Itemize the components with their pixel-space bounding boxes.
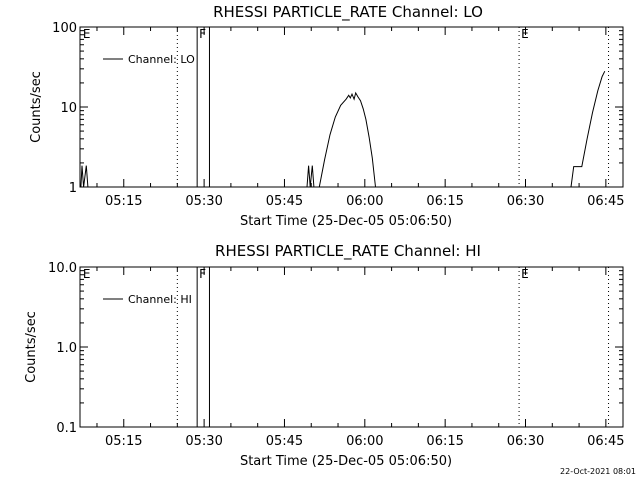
lo-x-tick-label: 05:30 bbox=[185, 194, 222, 209]
lo-series-line bbox=[306, 165, 315, 188]
lo-x-tick-label: 06:45 bbox=[587, 194, 624, 209]
lo-annotation-label: E bbox=[521, 27, 529, 41]
hi-x-tick-label: 06:00 bbox=[346, 434, 383, 449]
lo-annotation-label: E bbox=[83, 27, 91, 41]
hi-annotation-label: E bbox=[83, 267, 91, 281]
hi-annotation-label: E bbox=[521, 267, 529, 281]
hi-x-tick-label: 05:30 bbox=[185, 434, 222, 449]
hi-y-tick-label: 0.1 bbox=[56, 421, 77, 436]
hi-x-tick-label: 05:45 bbox=[266, 434, 303, 449]
hi-legend-entry: Channel: HI bbox=[128, 293, 192, 306]
lo-plot-frame bbox=[79, 26, 624, 188]
lo-y-tick-label: 100 bbox=[52, 21, 77, 36]
hi-y-tick-label: 10.0 bbox=[48, 261, 77, 276]
hi-x-tick-label: 06:30 bbox=[507, 434, 544, 449]
lo-x-axis-label: Start Time (25-Dec-05 05:06:50) bbox=[240, 214, 452, 229]
lo-y-axis-label: Counts/sec bbox=[29, 71, 44, 143]
lo-y-tick-label: 1 bbox=[69, 181, 77, 196]
hi-channel-panel: RHESSI PARTICLE_RATE Channel: HI Start T… bbox=[24, 242, 625, 469]
lo-x-tick-label: 05:45 bbox=[266, 194, 303, 209]
lo-channel-panel: RHESSI PARTICLE_RATE Channel: LO Start T… bbox=[29, 3, 625, 229]
hi-plot-frame bbox=[79, 266, 624, 428]
lo-annotation-label: F bbox=[199, 27, 206, 41]
lo-y-tick-label: 10 bbox=[60, 101, 77, 116]
hi-x-axis-label: Start Time (25-Dec-05 05:06:50) bbox=[240, 454, 452, 469]
lo-series-line bbox=[80, 165, 89, 188]
lo-x-tick-label: 06:15 bbox=[426, 194, 463, 209]
lo-x-tick-label: 05:15 bbox=[105, 194, 142, 209]
hi-annotation-label: F bbox=[199, 267, 206, 281]
lo-x-tick-label: 06:00 bbox=[346, 194, 383, 209]
hi-y-tick-label: 1.0 bbox=[56, 341, 77, 356]
hi-x-tick-label: 06:15 bbox=[426, 434, 463, 449]
hi-y-axis-label: Counts/sec bbox=[24, 311, 39, 383]
lo-chart-title: RHESSI PARTICLE_RATE Channel: LO bbox=[213, 3, 483, 22]
lo-series-line bbox=[318, 91, 376, 188]
lo-x-tick-label: 06:30 bbox=[507, 194, 544, 209]
lo-legend-entry: Channel: LO bbox=[128, 53, 195, 66]
footer-timestamp: 22-Oct-2021 08:01 bbox=[560, 467, 636, 476]
hi-x-tick-label: 05:15 bbox=[105, 434, 142, 449]
hi-chart-title: RHESSI PARTICLE_RATE Channel: HI bbox=[215, 242, 481, 261]
lo-series-line bbox=[570, 70, 606, 188]
hi-x-tick-label: 06:45 bbox=[587, 434, 624, 449]
